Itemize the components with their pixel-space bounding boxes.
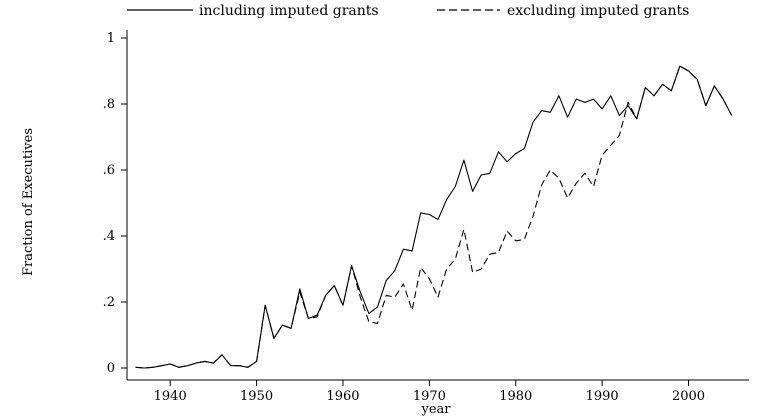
legend-label-excluding: excluding imputed grants xyxy=(507,3,689,19)
x-axis-ticks: 1940 1950 1960 1970 1980 1990 2000 xyxy=(154,380,705,404)
x-tick-label: 1970 xyxy=(413,389,446,404)
x-tick-label: 1940 xyxy=(154,389,187,404)
x-axis-title: year xyxy=(420,402,451,417)
x-tick-label: 1950 xyxy=(240,389,273,404)
legend-label-including: including imputed grants xyxy=(199,3,379,19)
y-tick-label: .4 xyxy=(103,229,115,244)
series-line-including xyxy=(135,65,733,369)
y-tick-label: .8 xyxy=(103,97,115,112)
x-tick-label: 2000 xyxy=(672,389,705,404)
y-tick-label: 1 xyxy=(107,31,115,46)
y-tick-label: .2 xyxy=(103,295,115,310)
y-tick-label: .6 xyxy=(103,163,115,178)
x-tick-label: 1980 xyxy=(499,389,532,404)
legend: including imputed grants excluding imput… xyxy=(127,3,689,19)
x-tick-label: 1960 xyxy=(326,389,359,404)
y-axis-title: Fraction of Executives xyxy=(21,128,36,276)
series-line-excluding xyxy=(135,65,733,369)
y-axis-ticks: 0 .2 .4 .6 .8 1 xyxy=(103,31,127,376)
series-layer xyxy=(135,65,733,369)
y-tick-label: 0 xyxy=(107,361,115,376)
x-tick-label: 1990 xyxy=(586,389,619,404)
